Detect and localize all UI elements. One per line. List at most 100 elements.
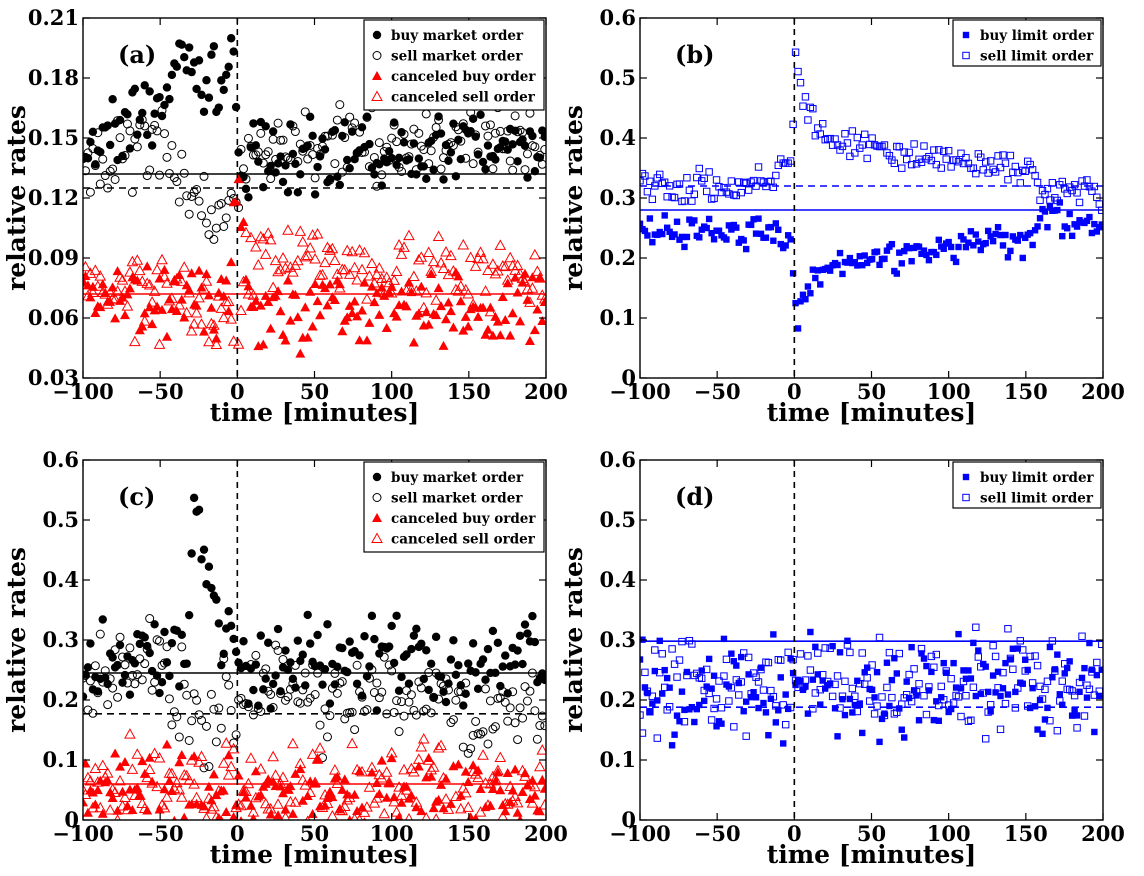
data-point <box>670 193 679 202</box>
data-point <box>641 668 649 677</box>
data-point <box>340 714 350 724</box>
data-point <box>354 335 365 345</box>
data-point <box>357 123 367 132</box>
data-point <box>822 685 829 692</box>
data-point <box>846 648 854 657</box>
legend-label: sell market order <box>391 49 523 65</box>
x-tick-label: −50 <box>694 379 741 404</box>
data-point <box>303 154 313 164</box>
data-point <box>957 149 965 158</box>
data-point <box>954 158 963 166</box>
data-point <box>371 268 383 280</box>
data-point <box>366 281 377 291</box>
data-point <box>351 273 363 285</box>
data-point <box>1009 645 1017 652</box>
data-point <box>162 152 172 162</box>
data-point <box>209 42 219 51</box>
data-point <box>203 290 214 300</box>
data-point <box>1034 223 1041 230</box>
data-point <box>170 776 183 788</box>
data-point <box>925 256 933 264</box>
data-point <box>861 130 869 139</box>
data-point <box>155 170 165 180</box>
data-point <box>703 683 710 690</box>
data-point <box>207 583 216 593</box>
data-point <box>355 687 365 697</box>
data-point <box>148 285 161 296</box>
data-point <box>809 104 817 113</box>
data-point <box>538 798 546 810</box>
data-point <box>858 141 866 149</box>
data-point <box>261 674 270 683</box>
data-point <box>231 196 242 206</box>
data-point <box>379 146 389 156</box>
data-point <box>653 734 661 742</box>
data-point <box>276 152 285 161</box>
data-point <box>95 179 105 189</box>
data-point <box>511 259 524 270</box>
data-point <box>107 282 118 292</box>
data-point <box>340 133 350 143</box>
data-point <box>431 310 442 320</box>
data-point <box>935 236 942 244</box>
data-point <box>534 272 545 282</box>
y-tick-label: 0.21 <box>28 5 79 30</box>
data-point <box>910 687 918 694</box>
data-point <box>238 216 249 226</box>
data-point <box>105 140 115 150</box>
data-point <box>688 197 696 205</box>
data-point <box>757 665 765 674</box>
data-point <box>201 269 212 279</box>
data-point <box>358 246 371 258</box>
plot-frame <box>639 459 1104 821</box>
data-point <box>509 790 521 802</box>
data-point <box>666 684 673 691</box>
y-tick-label: 0.4 <box>599 567 636 592</box>
data-point <box>180 306 193 318</box>
data-point <box>280 335 291 345</box>
data-point <box>115 115 125 125</box>
data-point <box>83 270 91 280</box>
data-point <box>977 690 984 698</box>
data-point <box>197 555 206 564</box>
data-point <box>103 700 113 710</box>
data-point <box>373 768 386 780</box>
data-point <box>678 197 686 206</box>
data-point <box>135 639 144 649</box>
data-point <box>302 332 313 342</box>
data-point <box>512 287 523 297</box>
data-point <box>290 127 300 137</box>
data-point <box>1068 186 1076 195</box>
data-point <box>295 348 306 358</box>
data-point <box>473 765 484 775</box>
data-point <box>478 157 488 167</box>
data-point <box>218 291 229 301</box>
data-point <box>376 755 387 765</box>
data-point <box>1078 177 1086 185</box>
data-point <box>491 764 504 776</box>
data-point <box>283 665 293 675</box>
data-point <box>108 653 117 662</box>
data-point <box>863 664 871 671</box>
data-point <box>437 771 450 783</box>
data-point <box>912 688 921 696</box>
y-axis-label: relative rates <box>559 547 588 733</box>
data-point <box>1017 231 1024 239</box>
data-point <box>752 673 760 681</box>
data-point <box>462 801 475 812</box>
data-point <box>390 265 403 276</box>
data-point <box>211 811 222 820</box>
x-tick-label: 200 <box>524 379 568 404</box>
data-point <box>165 671 174 681</box>
data-point <box>923 251 930 259</box>
data-point <box>873 248 881 255</box>
data-point <box>1002 659 1009 667</box>
data-point <box>1044 704 1051 712</box>
data-point <box>406 790 417 800</box>
x-tick-label: −100 <box>52 821 113 846</box>
data-point <box>1038 695 1047 703</box>
data-point <box>769 692 778 701</box>
data-point <box>671 231 678 238</box>
data-point <box>816 686 824 694</box>
data-point <box>118 151 127 161</box>
